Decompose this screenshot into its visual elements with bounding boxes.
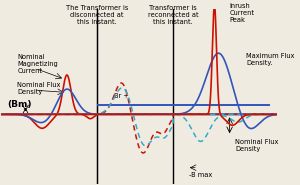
Text: -B max: -B max <box>189 172 212 178</box>
Text: Transformer is
reconnected at
this instant.: Transformer is reconnected at this insta… <box>148 5 198 25</box>
Text: Nominal
Magnetizing
Current: Nominal Magnetizing Current <box>17 54 58 74</box>
Text: Nominal Flux
Density: Nominal Flux Density <box>17 83 61 95</box>
Text: Maximum Flux
Density.: Maximum Flux Density. <box>246 53 295 66</box>
Text: (Bm): (Bm) <box>8 100 32 109</box>
Text: The Transformer is
disconnected at
this instant.: The Transformer is disconnected at this … <box>66 5 128 25</box>
Text: Inrush
Current
Peak: Inrush Current Peak <box>230 3 255 23</box>
Text: Nominal Flux
Density: Nominal Flux Density <box>235 139 278 152</box>
Text: Br +: Br + <box>114 93 129 99</box>
